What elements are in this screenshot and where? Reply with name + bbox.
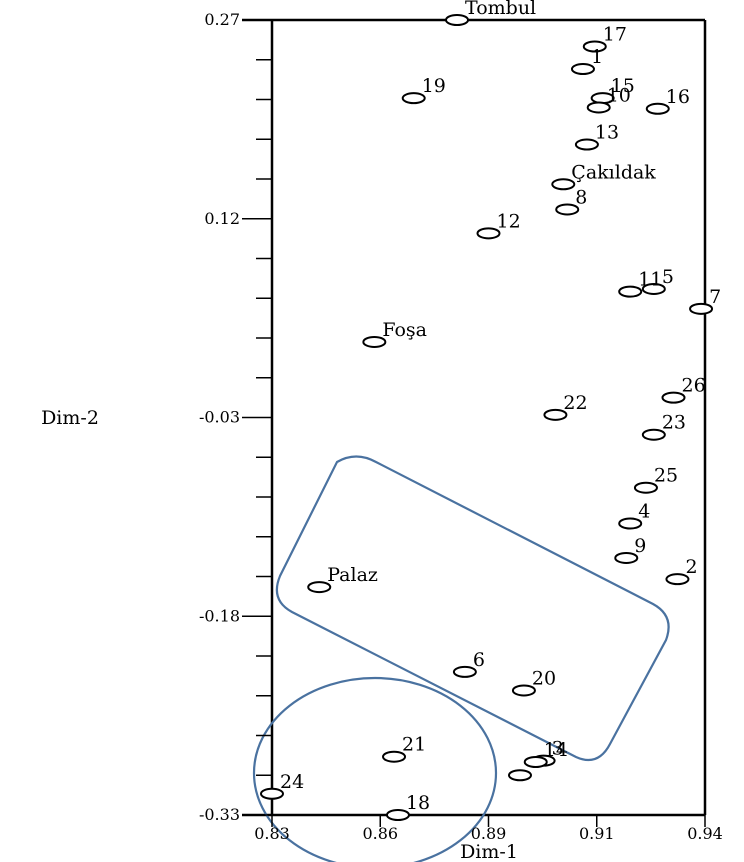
data-point-marker [633,481,658,494]
data-point-label: 15 [611,75,635,97]
group-outlines [252,455,670,862]
data-point-marker [614,551,639,564]
data-point-marker [570,63,595,76]
data-point-marker [260,787,284,800]
data-point-label: Palaz [327,564,378,586]
x-tick-label: 0.94 [687,824,723,843]
data-point-marker [511,684,536,697]
data-point-label: 14 [544,739,568,761]
data-point-label: 7 [709,286,721,308]
data-point-marker [385,809,410,821]
data-point-label: 1 [591,46,603,68]
data-point-label: Çakıldak [571,161,656,183]
data-point-label: 12 [497,210,521,232]
data-point-marker [543,408,568,421]
data-point-label: 9 [634,535,646,557]
data-point-marker [555,203,580,216]
x-tick-label: 0.91 [579,824,615,843]
data-point-label: 26 [682,375,706,397]
data-point-label: 23 [662,412,686,434]
data-point-marker [574,138,599,151]
data-point-label: 21 [402,734,426,756]
data-point-marker [401,92,426,105]
data-point-label: 24 [280,771,304,793]
y-tick-label: -0.03 [199,408,240,427]
axis-ticks: 0.27 0.12 -0.03 -0.18 -0.33 0.83 0.86 0.89 0.91 0… [199,10,723,843]
data-point-marker [586,101,611,114]
data-point-marker [362,335,387,348]
data-point-label: 8 [575,186,587,208]
data-point-marker [661,391,686,404]
data-point-marker [523,756,548,768]
data-point-label: 17 [603,24,627,46]
group-outline-circle [252,676,498,862]
data-point-label: 5 [662,266,674,288]
y-axis-title: Dim-2 [41,407,99,429]
data-point-marker [307,581,332,594]
data-point-label: 6 [473,649,485,671]
x-axis-title: Dim-1 [460,841,518,862]
data-point-marker [551,178,576,191]
data-point-label: 11 [638,269,662,291]
data-point-label: 22 [563,392,587,414]
data-point-marker [641,282,666,295]
data-point-marker [382,750,407,763]
data-point-marker [641,428,666,441]
data-point-marker [507,769,532,782]
data-point-marker [618,285,643,298]
y-tick-label: -0.18 [199,606,240,625]
x-tick-label: 0.86 [362,824,398,843]
data-point-label: 25 [654,465,678,487]
data-point-marker [445,14,470,26]
x-tick-label: 0.89 [471,824,507,843]
data-point-marker [582,40,607,53]
x-tick-label: 0.83 [254,824,290,843]
data-point-label: 10 [607,84,631,106]
data-point-marker [665,573,690,586]
data-point-marker [452,665,477,678]
data-point-label: Foşa [382,319,427,341]
data-point-label: 19 [422,75,446,97]
data-point-label: 3 [552,738,564,760]
data-point-marker [645,102,670,115]
data-point-label: 2 [685,556,697,578]
y-tick-label: 0.12 [204,209,240,228]
y-tick-label: 0.27 [204,10,240,29]
data-point-label: 4 [638,501,650,523]
data-point-marker [689,302,714,315]
data-point-label: 16 [666,86,690,108]
group-outline-rounded-rect [275,455,670,762]
data-point-marker [476,227,501,240]
data-point-label: 18 [406,792,430,814]
data-point-marker [618,517,643,530]
data-point-label: 20 [532,667,556,689]
data-point-label: 13 [595,122,619,144]
data-point-label: Tombul [465,0,536,19]
y-tick-label: -0.33 [199,805,240,824]
